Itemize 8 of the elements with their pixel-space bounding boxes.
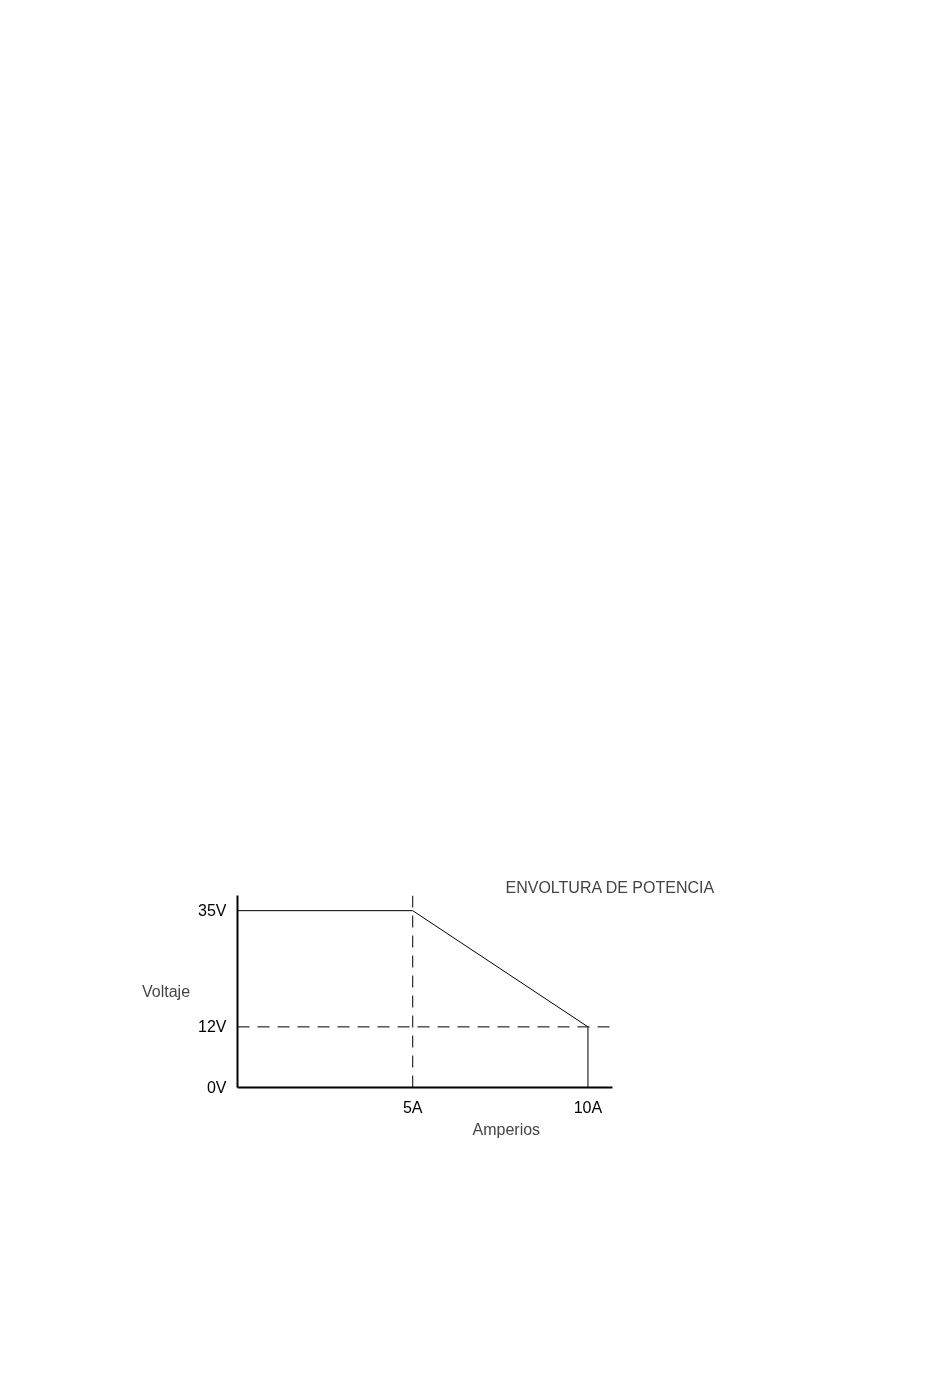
y-axis-title: Voltaje <box>141 983 191 1000</box>
x-axis-title: Amperios <box>472 1120 541 1138</box>
text: ENVOLTURA DE POTENCIA <box>505 878 715 896</box>
x-tick-label: 5A <box>402 1098 423 1116</box>
y-tick-label: 12V <box>198 1018 227 1036</box>
y-tick-label: 0V <box>206 1079 227 1096</box>
y-tick-label: 35V <box>198 902 227 920</box>
x-tick-label: 10A <box>573 1098 603 1116</box>
